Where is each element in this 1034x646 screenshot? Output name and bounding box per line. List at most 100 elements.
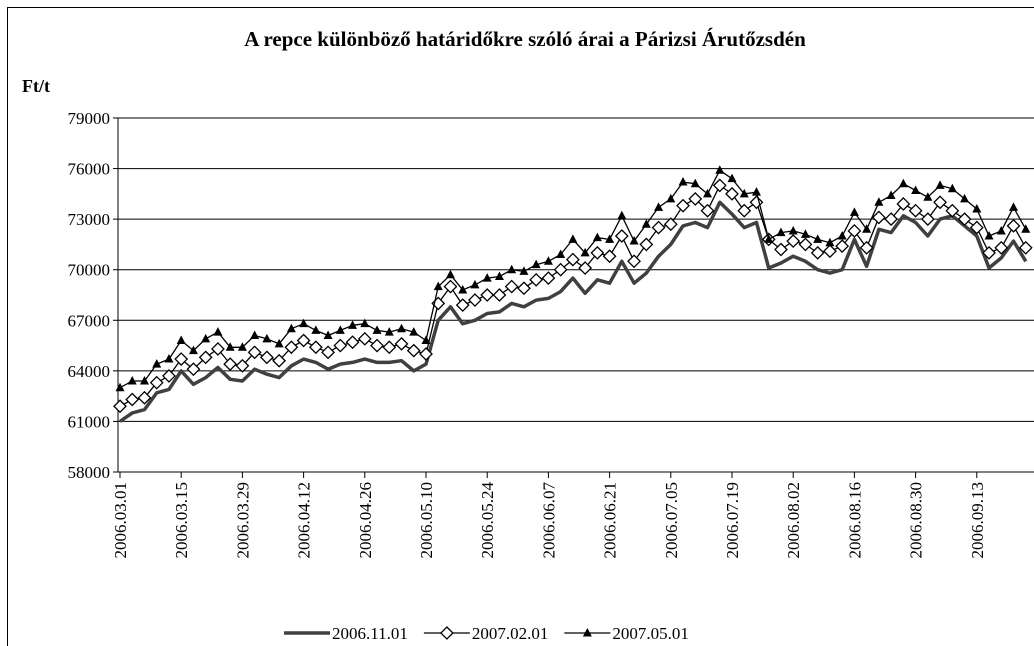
triangle-marker (739, 188, 749, 198)
y-tick-label: 61000 (68, 412, 111, 431)
x-tick-label: 2006.03.15 (172, 482, 191, 559)
diamond-marker (272, 353, 287, 368)
x-tick-label: 2006.09.13 (968, 482, 987, 559)
diamond-marker (345, 335, 360, 350)
triangle-marker (678, 177, 688, 186)
legend-item: 2007.02.01 (423, 624, 549, 643)
chart-border (7, 7, 1034, 646)
diamond-marker (712, 178, 727, 193)
diamond-marker (982, 245, 996, 260)
triangle-marker (335, 325, 345, 334)
diamond-marker (247, 345, 262, 360)
y-tick-label: 67000 (68, 311, 111, 330)
diamond-marker (333, 338, 348, 353)
diamond-marker (969, 220, 984, 235)
diamond-marker (541, 271, 556, 286)
triangle-marker (727, 173, 737, 183)
triangle-marker (556, 249, 566, 259)
triangle-marker (776, 227, 786, 237)
y-tick-label: 64000 (68, 362, 111, 381)
diamond-marker (835, 239, 850, 254)
diamond-marker (627, 254, 641, 269)
triangle-marker (482, 273, 492, 282)
triangle-marker (751, 187, 761, 196)
triangle-marker (274, 338, 284, 348)
triangle-marker (360, 318, 370, 328)
diamond-marker (994, 240, 1009, 255)
diamond-marker (198, 350, 213, 365)
series-line (119, 200, 1028, 423)
triangle-marker (617, 210, 627, 220)
triangle-marker (862, 224, 872, 233)
diamond-marker (308, 340, 323, 355)
diamond-marker (394, 336, 409, 351)
series (113, 178, 1033, 414)
triangle-marker (641, 219, 651, 228)
diamond-marker (676, 198, 690, 213)
x-tick-label: 2006.05.24 (478, 482, 497, 559)
triangle-marker (470, 279, 480, 289)
legend-label: 2007.02.01 (472, 624, 549, 643)
diamond-marker (737, 203, 752, 218)
x-tick-label: 2006.04.12 (295, 482, 314, 559)
diamond-marker (933, 195, 947, 210)
triangle-marker (886, 190, 896, 200)
diamond-marker (382, 340, 397, 355)
triangle-marker (813, 234, 823, 243)
triangle-marker (898, 178, 908, 188)
diamond-marker (663, 217, 678, 232)
diamond-marker (786, 234, 801, 248)
diamond-marker (296, 333, 311, 348)
triangle-marker (960, 193, 970, 203)
diamond-marker (174, 352, 189, 366)
x-tick-label: 2006.08.30 (907, 482, 926, 559)
diamond-marker (651, 220, 666, 235)
diamond-marker (480, 288, 495, 302)
diamond-marker (235, 358, 250, 373)
diamond-marker (284, 340, 299, 355)
triangle-marker (176, 335, 186, 345)
triangle-marker (445, 269, 455, 279)
triangle-marker (849, 207, 859, 216)
triangle-marker (690, 178, 700, 188)
x-tick-label: 2006.04.26 (356, 482, 375, 559)
diamond-marker (504, 279, 519, 294)
y-tick-label: 76000 (68, 160, 111, 179)
triangle-marker (494, 271, 504, 280)
triangle-marker (947, 183, 957, 193)
diamond-marker (614, 229, 629, 243)
diamond-marker (1018, 240, 1033, 255)
diamond-marker (113, 399, 127, 414)
legend-label: 2006.11.01 (332, 624, 408, 643)
triangle-marker (286, 323, 296, 333)
diamond-marker (774, 242, 788, 257)
diamond-marker (223, 357, 238, 372)
diamond-marker (859, 240, 874, 255)
x-tick-label: 2006.08.16 (845, 482, 864, 559)
triangle-marker (348, 320, 358, 329)
diamond-marker (908, 203, 923, 218)
triangle-marker (605, 234, 615, 243)
triangle-marker (654, 202, 664, 211)
diamond-marker (492, 288, 507, 302)
triangle-marker (666, 193, 676, 203)
legend-item: 2006.11.01 (284, 624, 408, 643)
triangle-marker (115, 382, 125, 392)
triangle-marker (531, 259, 541, 269)
x-tick-label: 2006.06.21 (601, 482, 620, 559)
diamond-marker (688, 191, 703, 206)
triangle-marker (703, 188, 713, 198)
diamond-marker (871, 210, 886, 225)
triangle-marker (458, 284, 468, 294)
diamond-marker (125, 392, 140, 407)
diamond-marker (357, 331, 372, 346)
diamond-marker (529, 272, 544, 287)
triangle-marker (519, 266, 529, 275)
triangle-marker (788, 225, 798, 235)
diamond-marker (1006, 218, 1021, 233)
diamond-marker (639, 237, 654, 252)
x-tick-label: 2006.03.29 (233, 482, 252, 559)
triangle-marker (213, 327, 223, 336)
triangle-marker (384, 327, 394, 336)
triangle-marker (250, 330, 260, 339)
